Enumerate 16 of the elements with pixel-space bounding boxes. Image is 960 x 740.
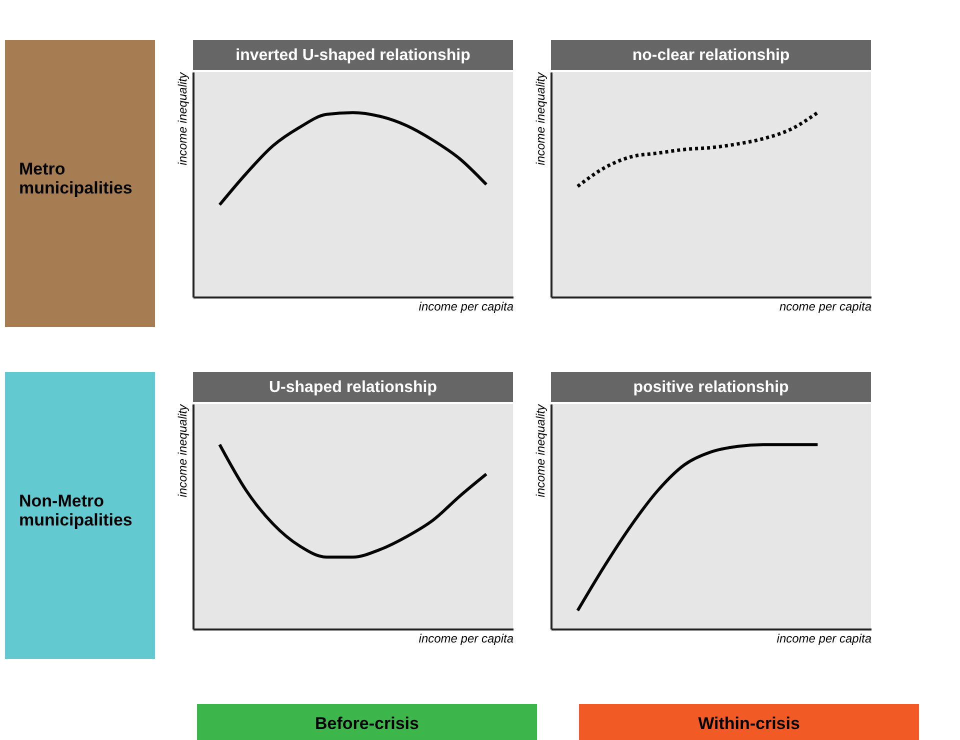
x-axis-title: income per capita <box>776 632 872 646</box>
y-axis-title: income inequality <box>534 404 548 498</box>
text: Before-crisis <box>315 714 419 733</box>
chart-title: U-shaped relationship <box>268 379 438 396</box>
x-axis-title: income per capita <box>418 632 514 646</box>
chart-title: inverted U-shaped relationship <box>236 47 471 64</box>
text: Within-crisis <box>698 714 800 733</box>
chart-title: no-clear relationship <box>632 47 790 64</box>
chart-title: positive relationship <box>633 379 790 396</box>
y-axis-title: income inequality <box>176 72 190 166</box>
text: Non-Metro municipalities <box>19 492 132 530</box>
x-axis-title: ncome per capita <box>779 300 872 314</box>
y-axis-title: income inequality <box>534 72 548 166</box>
text: Metro municipalities <box>19 160 132 198</box>
y-axis-title: income inequality <box>176 404 190 498</box>
x-axis-title: income per capita <box>418 300 514 314</box>
